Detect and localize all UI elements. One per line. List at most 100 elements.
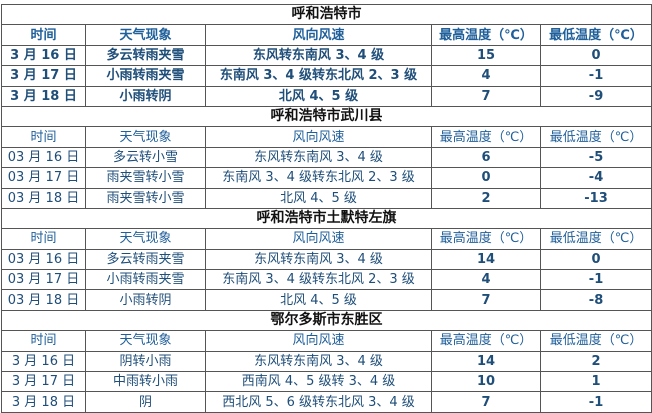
cell-date: 3 月 16 日 xyxy=(1,350,86,373)
cell-max-temp: 10 xyxy=(431,371,541,393)
cell-max-temp: 15 xyxy=(431,44,541,67)
cell-weather: 小雨转雨夹雪 xyxy=(85,65,206,87)
section-title-row: 呼和浩特市土默特左旗 xyxy=(0,207,652,230)
cell-wind: 东风转东南风 3、4 级 xyxy=(205,350,432,373)
cell-date: 03 月 16 日 xyxy=(1,146,86,169)
cell-weather: 小雨转阴 xyxy=(85,289,206,311)
cell-date: 03 月 17 日 xyxy=(1,269,86,291)
column-header-min-temp: 最低温度（℃） xyxy=(539,126,652,148)
cell-wind: 东风转东南风 3、4 级 xyxy=(205,248,432,271)
header-row: 时间 天气现象 风向风速 最高温度（℃） 最低温度（℃） xyxy=(1,126,652,148)
cell-max-temp: 4 xyxy=(431,269,541,291)
table-row: 03 月 17 日小雨转雨夹雪 东南风 3、4 级转东北风 2、3 级 4 -1 xyxy=(1,269,652,291)
table-row: 3 月 17 日小雨转雨夹雪 东南风 3、4 级转东北风 2、3 级 4 -1 xyxy=(1,65,652,87)
cell-max-temp: 4 xyxy=(431,65,541,87)
section-title: 呼和浩特市土默特左旗 xyxy=(0,207,652,230)
cell-date: 03 月 18 日 xyxy=(1,289,86,311)
cell-weather: 中雨转小雨 xyxy=(85,371,206,393)
column-header-date: 时间 xyxy=(1,24,86,46)
header-row: 时间 天气现象 风向风速 最高温度（℃） 最低温度（℃） xyxy=(1,228,652,250)
cell-max-temp: 14 xyxy=(431,248,541,271)
header-row: 时间 天气现象 风向风速 最高温度（℃） 最低温度（℃） xyxy=(1,24,652,46)
column-header-wind: 风向风速 xyxy=(205,24,432,46)
column-header-weather: 天气现象 xyxy=(85,228,206,250)
cell-weather: 阴 xyxy=(85,391,206,413)
cell-weather: 阴转小雨 xyxy=(85,350,206,373)
cell-weather: 雨夹雪转小雪 xyxy=(85,167,206,189)
table-row: 3 月 18 日阴西北风 5、6 级转东北风 3、4 级 7 -1 xyxy=(1,391,652,413)
cell-min-temp: -5 xyxy=(539,146,652,169)
cell-wind: 西北风 5、6 级转东北风 3、4 级 xyxy=(205,391,432,413)
section-title-row: 呼和浩特市 xyxy=(0,3,652,26)
table-row: 3 月 18 日小雨转阴 北风 4、5 级 7 -9 xyxy=(1,85,652,107)
cell-weather: 多云转雨夹雪 xyxy=(85,44,206,67)
cell-wind: 东南风 3、4 级转东北风 2、3 级 xyxy=(205,269,432,291)
table-row: 3 月 16 日多云转雨夹雪 东风转东南风 3、4 级 15 0 xyxy=(1,44,652,67)
cell-min-temp: -4 xyxy=(539,167,652,189)
cell-max-temp: 0 xyxy=(431,167,541,189)
cell-date: 3 月 18 日 xyxy=(1,85,86,107)
column-header-max-temp: 最高温度（℃） xyxy=(431,330,541,352)
table-row: 03 月 16 日多云转小雪 东风转东南风 3、4 级 6 -5 xyxy=(1,146,652,169)
cell-wind: 东风转东南风 3、4 级 xyxy=(205,146,432,169)
cell-min-temp: -13 xyxy=(539,187,652,209)
cell-date: 3 月 17 日 xyxy=(1,65,86,87)
table-row: 03 月 16 日多云转雨夹雪 东风转东南风 3、4 级 14 0 xyxy=(1,248,652,271)
column-header-max-temp: 最高温度（℃） xyxy=(431,126,541,148)
cell-wind: 东南风 3、4 级转东北风 2、3 级 xyxy=(205,65,432,87)
cell-min-temp: 0 xyxy=(539,248,652,271)
cell-max-temp: 6 xyxy=(431,146,541,169)
column-header-weather: 天气现象 xyxy=(85,24,206,46)
column-header-wind: 风向风速 xyxy=(205,330,432,352)
cell-min-temp: 1 xyxy=(539,371,652,393)
cell-weather: 多云转小雪 xyxy=(85,146,206,169)
section-title-row: 呼和浩特市武川县 xyxy=(0,105,652,128)
cell-date: 3 月 16 日 xyxy=(1,44,86,67)
cell-date: 3 月 17 日 xyxy=(1,371,86,393)
column-header-date: 时间 xyxy=(1,126,86,148)
cell-date: 03 月 17 日 xyxy=(1,167,86,189)
column-header-date: 时间 xyxy=(1,228,86,250)
cell-weather: 雨夹雪转小雪 xyxy=(85,187,206,209)
column-header-max-temp: 最高温度（℃） xyxy=(431,24,541,46)
column-header-date: 时间 xyxy=(1,330,86,352)
cell-min-temp: -1 xyxy=(539,269,652,291)
table-row: 03 月 17 日雨夹雪转小雪 东南风 3、4 级转东北风 2、3 级 0 -4 xyxy=(1,167,652,189)
weather-forecast-table: 呼和浩特市 时间 天气现象 风向风速 最高温度（℃） 最低温度（℃） 3 月 16 日多云转… xyxy=(0,3,652,413)
cell-date: 03 月 18 日 xyxy=(1,187,86,209)
cell-weather: 小雨转雨夹雪 xyxy=(85,269,206,291)
cell-min-temp: 0 xyxy=(539,44,652,67)
section-title: 呼和浩特市武川县 xyxy=(0,105,652,128)
column-header-max-temp: 最高温度（℃） xyxy=(431,228,541,250)
column-header-wind: 风向风速 xyxy=(205,126,432,148)
cell-max-temp: 7 xyxy=(431,85,541,107)
cell-wind: 东风转东南风 3、4 级 xyxy=(205,44,432,67)
column-header-min-temp: 最低温度（℃） xyxy=(539,330,652,352)
cell-max-temp: 7 xyxy=(431,289,541,311)
table-row: 3 月 16 日阴转小雨 东风转东南风 3、4 级 14 2 xyxy=(1,350,652,373)
cell-min-temp: -8 xyxy=(539,289,652,311)
cell-wind: 东南风 3、4 级转东北风 2、3 级 xyxy=(205,167,432,189)
table-row: 03 月 18 日小雨转阴 北风 4、5 级 7 -8 xyxy=(1,289,652,311)
section-title: 呼和浩特市 xyxy=(0,3,652,26)
column-header-min-temp: 最低温度（℃） xyxy=(539,228,652,250)
table-row: 03 月 18 日雨夹雪转小雪 北风 4、5 级 2 -13 xyxy=(1,187,652,209)
cell-wind: 西南风 4、5 级转 3、4 级 xyxy=(205,371,432,393)
cell-wind: 北风 4、5 级 xyxy=(205,289,432,311)
cell-max-temp: 2 xyxy=(431,187,541,209)
cell-date: 3 月 18 日 xyxy=(1,391,86,413)
cell-wind: 北风 4、5 级 xyxy=(205,85,432,107)
cell-min-temp: -1 xyxy=(539,391,652,413)
column-header-min-temp: 最低温度（℃） xyxy=(539,24,652,46)
header-row: 时间 天气现象 风向风速 最高温度（℃） 最低温度（℃） xyxy=(1,330,652,352)
column-header-weather: 天气现象 xyxy=(85,126,206,148)
column-header-wind: 风向风速 xyxy=(205,228,432,250)
cell-weather: 小雨转阴 xyxy=(85,85,206,107)
column-header-weather: 天气现象 xyxy=(85,330,206,352)
cell-min-temp: -1 xyxy=(539,65,652,87)
cell-min-temp: 2 xyxy=(539,350,652,373)
cell-wind: 北风 4、5 级 xyxy=(205,187,432,209)
section-title-row: 鄂尔多斯市东胜区 xyxy=(0,309,652,332)
cell-date: 03 月 16 日 xyxy=(1,248,86,271)
cell-min-temp: -9 xyxy=(539,85,652,107)
